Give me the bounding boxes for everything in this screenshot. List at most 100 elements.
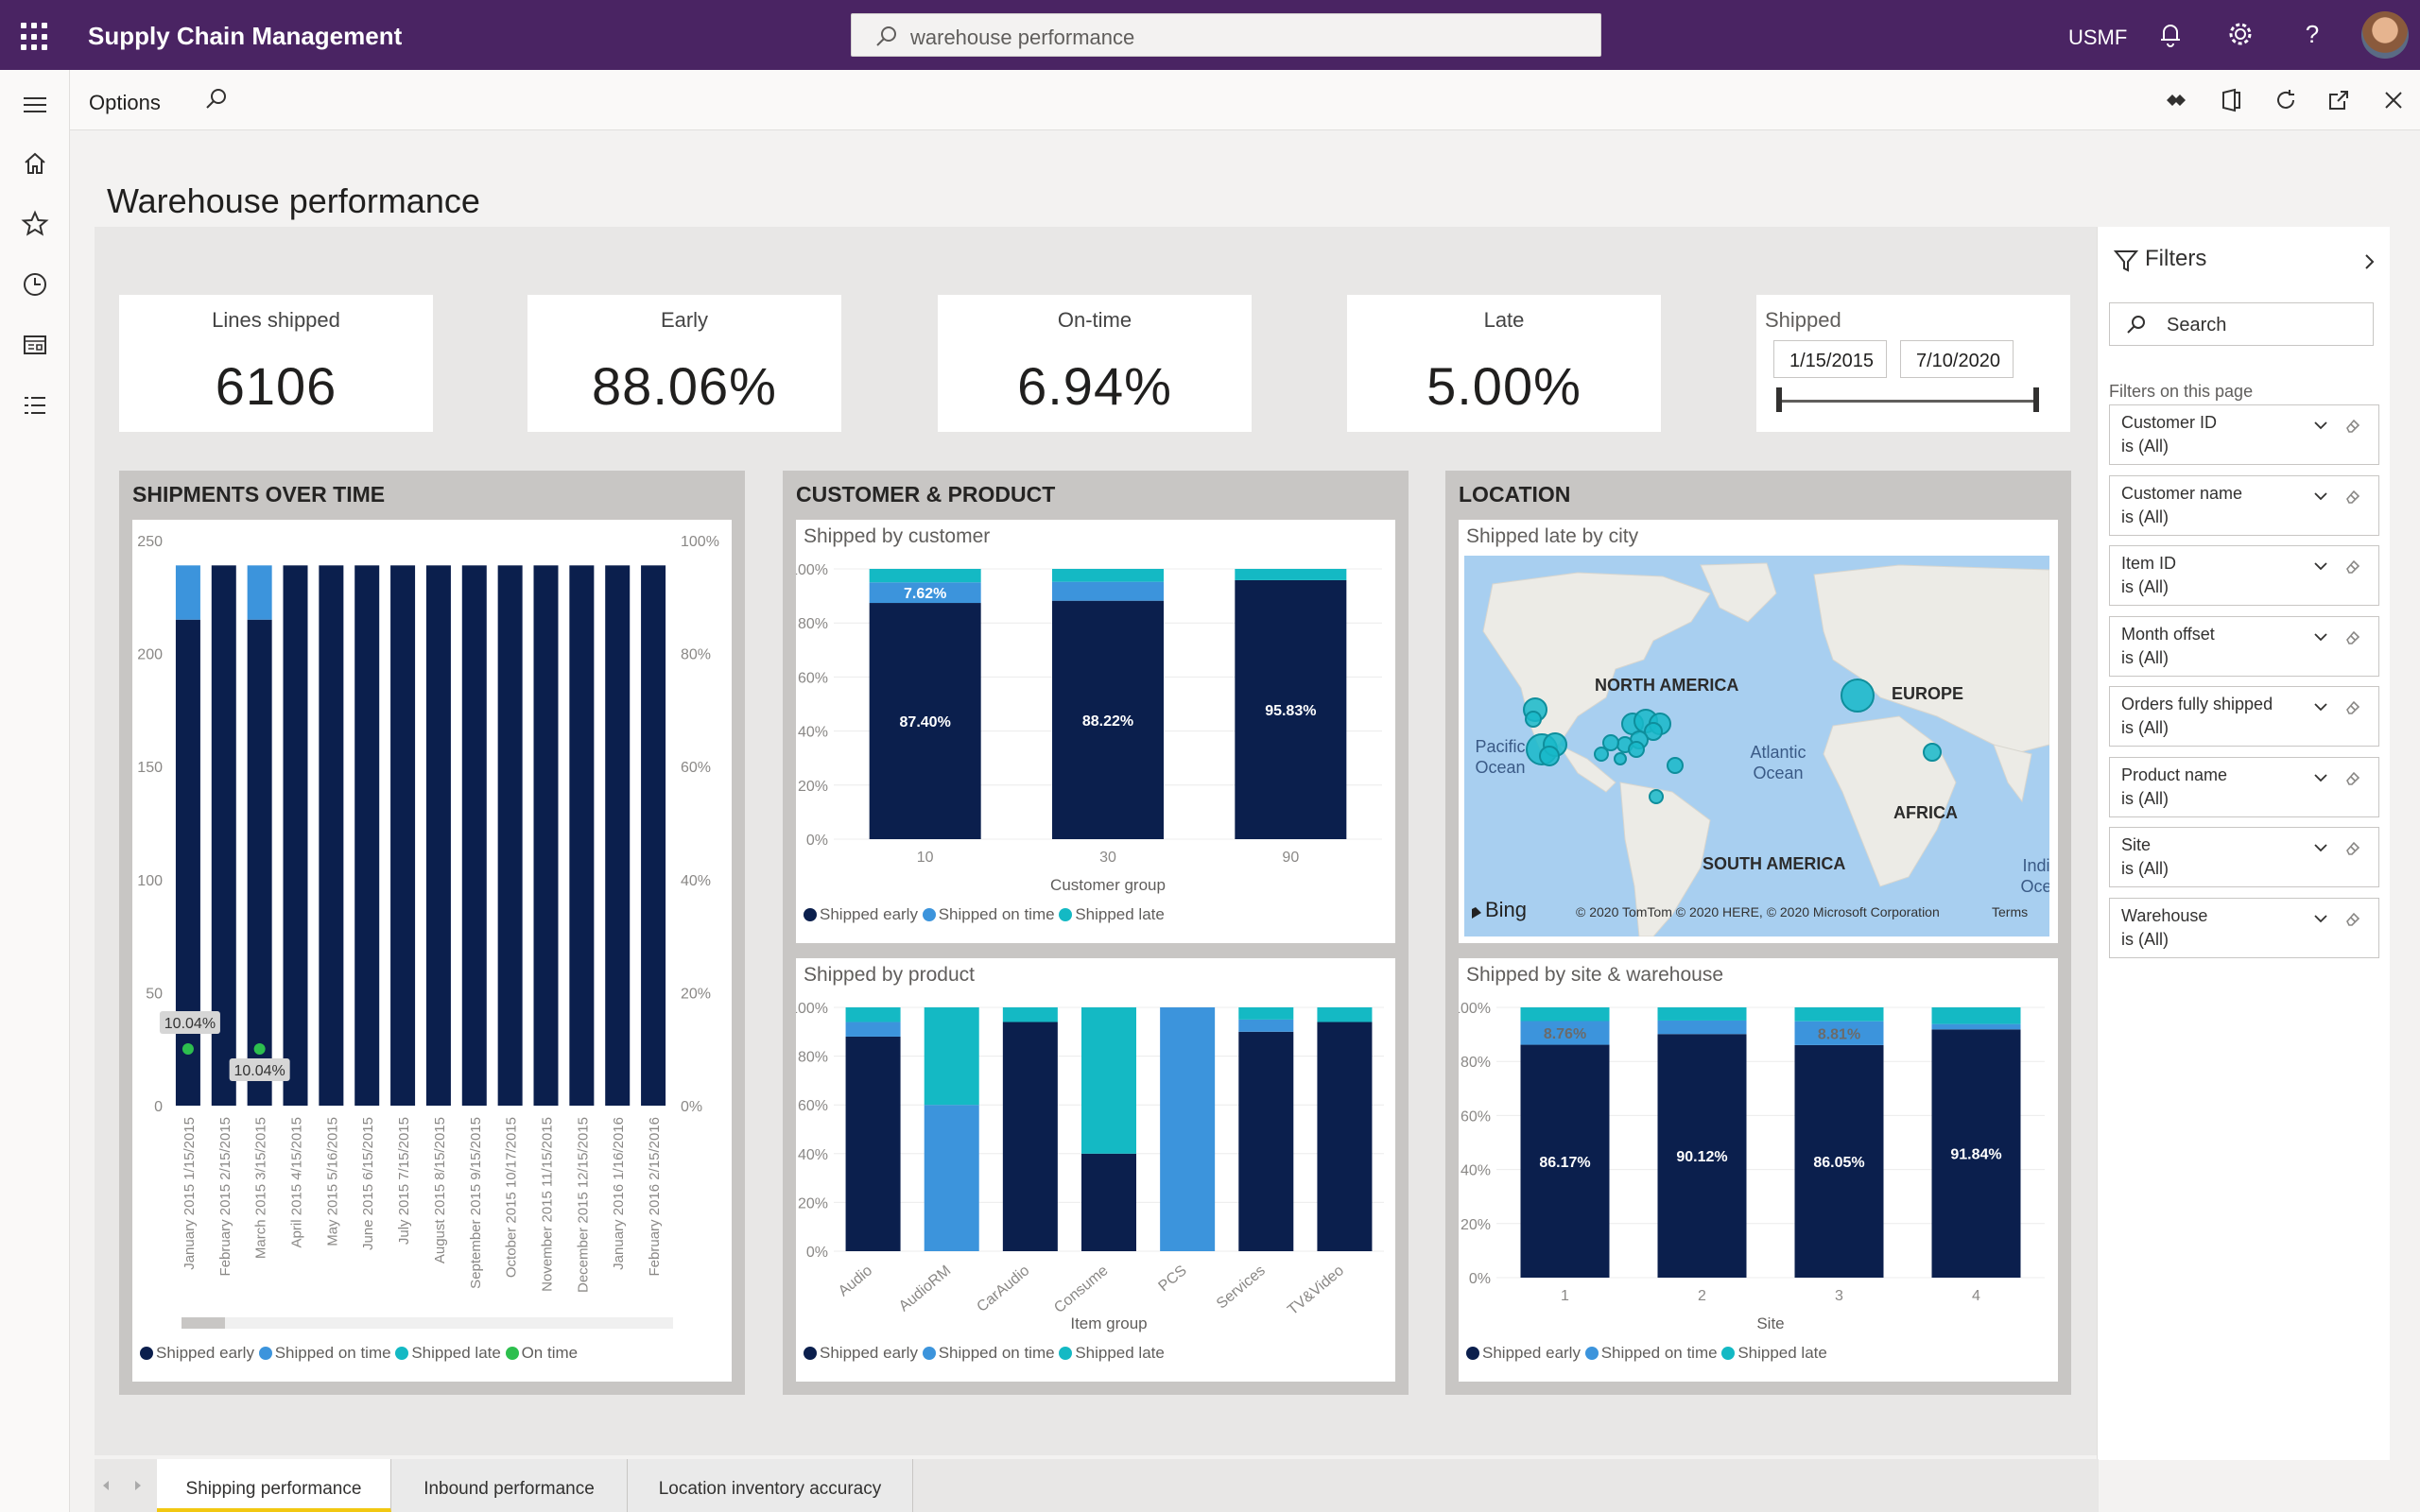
y-tick-label: 20% — [798, 779, 828, 795]
filter-card[interactable]: Site is (All) — [2109, 827, 2379, 887]
legend-early[interactable]: Shipped early — [804, 905, 918, 923]
late-shipments-map[interactable]: NORTH AMERICA EUROPE AFRICA SOUTH AMERIC… — [1464, 556, 2049, 936]
tab-location-inventory-accuracy[interactable]: Location inventory accuracy — [628, 1459, 913, 1512]
hamburger-icon[interactable] — [21, 91, 49, 119]
close-icon[interactable] — [2380, 87, 2407, 113]
home-icon[interactable] — [21, 149, 49, 178]
open-new-window-icon[interactable] — [2325, 87, 2352, 113]
filter-card[interactable]: Warehouse is (All) — [2109, 897, 2379, 958]
filters-search-input[interactable]: Search — [2109, 302, 2374, 346]
eraser-icon[interactable] — [2344, 839, 2361, 856]
on-time-data-label: 10.04% — [234, 1063, 285, 1079]
tab-inbound-performance[interactable]: Inbound performance — [391, 1459, 628, 1512]
global-search-input[interactable]: warehouse performance — [851, 13, 1601, 57]
filter-value: is (All) — [2121, 788, 2169, 808]
bing-logo-icon — [1472, 898, 1481, 919]
shipped-by-product-chart[interactable]: 0% 20% 40% 60% 80% 100% Audio AudioRM CarAudio Co… — [789, 958, 1395, 1382]
filter-card[interactable]: Item ID is (All) — [2109, 545, 2379, 606]
eraser-icon[interactable] — [2344, 910, 2361, 927]
map-terms-link[interactable]: Terms — [1992, 904, 2028, 919]
kpi-value: 6106 — [215, 356, 337, 416]
legend-late-label: Shipped late — [411, 1344, 501, 1362]
eraser-icon[interactable] — [2344, 417, 2361, 434]
report-page-tabs: Shipping performance Inbound performance… — [95, 1459, 2099, 1512]
modules-icon[interactable] — [21, 391, 49, 420]
kpi-label: Early — [660, 308, 709, 332]
gear-icon[interactable] — [2225, 19, 2256, 49]
legend-late[interactable]: Shipped late — [1059, 1344, 1165, 1362]
eraser-icon[interactable] — [2344, 698, 2361, 715]
app-launcher-icon[interactable] — [21, 23, 49, 51]
x-tick-label: March 2015 3/15/2015 — [253, 1117, 269, 1259]
chart-card-customer: Shipped by customer 0% 20% 40% 60% 80% 100% 87… — [789, 520, 1395, 943]
shipped-by-customer-chart[interactable]: 0% 20% 40% 60% 80% 100% 87.40% 7.62% 10 88.22% 30 9… — [789, 520, 1395, 943]
legend-late[interactable]: Shipped late — [1721, 1344, 1827, 1362]
chevron-down-icon[interactable] — [2312, 698, 2329, 715]
card-title: Shipped by product — [804, 964, 975, 986]
filter-card[interactable]: Customer ID is (All) — [2109, 404, 2379, 465]
slicer-end-date[interactable]: 7/10/2020 — [1900, 340, 2014, 378]
tab-scroll-left-icon[interactable] — [100, 1480, 112, 1491]
bing-logo-text: Bing — [1485, 898, 1527, 921]
bar-segment — [1238, 1031, 1294, 1251]
eraser-icon[interactable] — [2344, 488, 2361, 505]
legend-on-time[interactable]: Shipped on time — [922, 1344, 1055, 1362]
chevron-down-icon[interactable] — [2312, 558, 2329, 575]
legend-on-time[interactable]: Shipped on time — [1584, 1344, 1718, 1362]
legend-early[interactable]: Shipped early — [1466, 1344, 1581, 1362]
filter-name: Item ID — [2121, 554, 2177, 573]
shipments-over-time-chart[interactable]: 0 50 100 150 200 250 0% 20% 40% 60% 80% 100% January… — [132, 520, 732, 1382]
power-apps-icon[interactable] — [2163, 87, 2189, 113]
chart-legend: Shipped early Shipped on time Shipped la… — [140, 1344, 578, 1363]
x-tick-label: 10 — [917, 850, 934, 866]
workspaces-icon[interactable] — [21, 331, 49, 359]
legend-on-time-line[interactable]: On time — [505, 1344, 578, 1362]
clock-icon[interactable] — [21, 270, 49, 299]
x-tick-label: 90 — [1282, 850, 1299, 866]
legend-late[interactable]: Shipped late — [1059, 905, 1165, 923]
legend-on-time[interactable]: Shipped on time — [258, 1344, 391, 1362]
legend-early[interactable]: Shipped early — [140, 1344, 254, 1362]
slider-handle-end[interactable] — [2033, 387, 2039, 412]
refresh-icon[interactable] — [2273, 87, 2299, 113]
tab-shipping-performance[interactable]: Shipping performance — [157, 1459, 391, 1512]
chevron-down-icon[interactable] — [2312, 839, 2329, 856]
filter-card[interactable]: Orders fully shipped is (All) — [2109, 686, 2379, 747]
search-icon[interactable] — [204, 87, 229, 112]
chevron-down-icon[interactable] — [2312, 628, 2329, 645]
star-icon[interactable] — [21, 210, 49, 238]
chevron-down-icon[interactable] — [2312, 769, 2329, 786]
map-label-north-america: NORTH AMERICA — [1595, 676, 1738, 695]
shipped-by-site-chart[interactable]: 0% 20% 40% 60% 80% 100% 86.17% 8.76% 1 90.12% 2 86.… — [1452, 958, 2058, 1382]
bar-segment — [845, 1036, 901, 1251]
chart-card-time: 0 50 100 150 200 250 0% 20% 40% 60% 80% 100% January… — [132, 520, 732, 1382]
map-label-europe: EUROPE — [1892, 684, 1963, 703]
bell-icon[interactable] — [2155, 19, 2186, 49]
app-title[interactable]: Supply Chain Management — [88, 22, 403, 50]
x-tick-label: December 2015 12/15/2015 — [575, 1117, 591, 1293]
bar-data-label: 86.17% — [1539, 1155, 1590, 1171]
eraser-icon[interactable] — [2344, 558, 2361, 575]
slider-handle-start[interactable] — [1776, 387, 1782, 412]
legend-late[interactable]: Shipped late — [395, 1344, 501, 1362]
filter-card[interactable]: Month offset is (All) — [2109, 615, 2379, 677]
collapse-chevron-right-icon[interactable] — [2360, 253, 2377, 270]
chevron-down-icon[interactable] — [2312, 488, 2329, 505]
chevron-down-icon[interactable] — [2312, 910, 2329, 927]
on-time-point — [253, 1042, 266, 1055]
tab-scroll-right-icon[interactable] — [132, 1480, 144, 1491]
company-picker[interactable]: USMF — [2068, 26, 2128, 49]
filter-card[interactable]: Product name is (All) — [2109, 756, 2379, 817]
help-icon[interactable]: ? — [2297, 19, 2327, 49]
office-icon[interactable] — [2218, 87, 2244, 113]
slicer-start-date[interactable]: 1/15/2015 — [1773, 340, 1887, 378]
y-tick-label: 50 — [146, 986, 163, 1002]
eraser-icon[interactable] — [2344, 628, 2361, 645]
filter-card[interactable]: Customer name is (All) — [2109, 474, 2379, 536]
legend-on-time[interactable]: Shipped on time — [922, 905, 1055, 923]
legend-early[interactable]: Shipped early — [804, 1344, 918, 1362]
avatar[interactable] — [2361, 11, 2409, 59]
chevron-down-icon[interactable] — [2312, 417, 2329, 434]
options-tab[interactable]: Options — [89, 91, 161, 114]
eraser-icon[interactable] — [2344, 769, 2361, 786]
